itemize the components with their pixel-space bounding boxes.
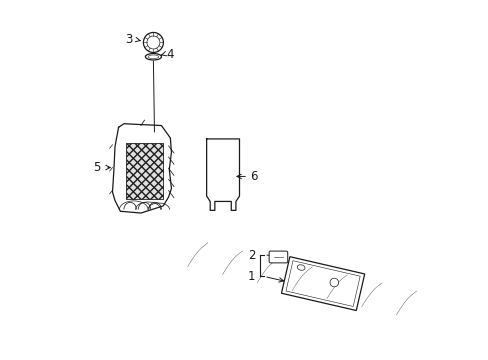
FancyBboxPatch shape [268, 251, 287, 263]
Polygon shape [125, 143, 163, 199]
Circle shape [146, 36, 160, 49]
Text: 5: 5 [93, 161, 100, 174]
Polygon shape [281, 257, 364, 311]
Circle shape [143, 32, 163, 53]
Polygon shape [206, 139, 239, 210]
Text: 6: 6 [250, 170, 257, 183]
Circle shape [329, 278, 338, 287]
Text: 1: 1 [247, 270, 255, 283]
Ellipse shape [148, 55, 159, 59]
Polygon shape [285, 261, 360, 306]
Ellipse shape [297, 265, 305, 270]
Text: 4: 4 [165, 48, 173, 61]
Text: 2: 2 [247, 248, 255, 261]
Ellipse shape [145, 54, 161, 60]
Polygon shape [112, 124, 171, 213]
Text: 3: 3 [125, 33, 133, 46]
